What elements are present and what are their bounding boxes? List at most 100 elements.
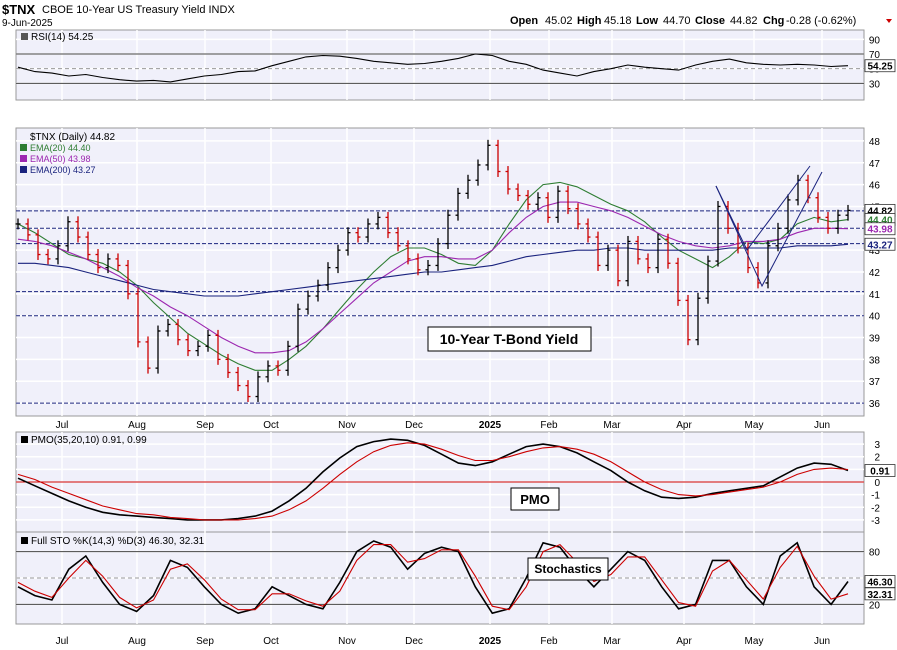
y-tick-label: 0 (874, 478, 880, 489)
pmo-annotation-frame (510, 487, 560, 511)
rsi-legend-text: RSI(14) 54.25 (31, 32, 94, 43)
sto-annotation-frame (527, 557, 609, 581)
ema200-swatch (20, 166, 27, 173)
price-legend-ema50: EMA(50) 43.98 (30, 154, 91, 164)
month-label: Aug (128, 420, 146, 431)
price-legend-close: $TNX (Daily) 44.82 (30, 132, 115, 143)
sto-label: Full STO %K(14,3) %D(3) 46.30, 32.31 (21, 536, 205, 547)
rsi-panel (15, 29, 865, 101)
ohlc-low-value: 44.70 (663, 15, 691, 27)
series-ema20 (17, 181, 849, 371)
chart-date: 9-Jun-2025 (2, 18, 53, 29)
ohlc-chg-value: -0.28 (-0.62%) (786, 15, 856, 27)
month-label-bottom: Feb (540, 636, 558, 647)
price-legend-ema20: EMA(20) 44.40 (30, 143, 91, 153)
axis-labels: Jul Jul Aug Aug Sep Sep Oct Oct Nov Nov Dec Dec 2025… (56, 35, 881, 647)
month-label-bottom: May (745, 636, 764, 647)
rsi-label: RSI(14) 54.25 (21, 32, 94, 43)
value-tag-label: 0.91 (870, 467, 890, 478)
ema50-swatch (20, 155, 27, 162)
month-label-bottom: Dec (405, 636, 423, 647)
moving-averages (17, 181, 849, 371)
series-pmo_signal (17, 442, 849, 521)
month-label: Jun (814, 420, 830, 431)
y-tick-label: 48 (869, 137, 881, 148)
pmo-label: PMO(35,20,10) 0.91, 0.99 (21, 435, 147, 446)
indicator-lines (17, 53, 849, 615)
y-tick-label: 90 (869, 35, 881, 46)
pmo-annotation: PMO (520, 492, 550, 507)
ohlc-open-value: 45.02 (545, 15, 573, 27)
value-tag (864, 587, 896, 601)
pmo-legend-text: PMO(35,20,10) 0.91, 0.99 (31, 435, 147, 446)
value-tag-label: 43.98 (867, 225, 892, 236)
month-label: Nov (338, 420, 356, 431)
sto-legend-text: Full STO %K(14,3) %D(3) 46.30, 32.31 (31, 536, 205, 547)
y-tick-label: 41 (869, 290, 881, 301)
series-sto_d (17, 543, 849, 611)
month-label-bottom: Jun (814, 636, 830, 647)
ohlc-close-label: Close (695, 15, 725, 27)
y-tick-label: 20 (869, 600, 881, 611)
rsi-legend-swatch (21, 33, 28, 40)
y-tick-label: 42 (869, 268, 881, 279)
month-label-bottom: Sep (196, 636, 214, 647)
month-label-bottom: Aug (128, 636, 146, 647)
series-ema50 (17, 201, 849, 354)
value-tag (864, 222, 896, 236)
month-label-bottom: Mar (603, 636, 621, 647)
y-tick-label: 43 (869, 246, 881, 257)
value-tag-label: 44.40 (867, 216, 892, 227)
sto-annotation: Stochastics (534, 562, 602, 576)
value-tag (864, 237, 896, 251)
y-tick-label: 70 (869, 50, 881, 61)
price-legend: $TNX (Daily) 44.82 EMA(20) 44.40 EMA(50)… (20, 132, 115, 175)
month-label: Feb (540, 420, 558, 431)
price-title: 10-Year T-Bond Yield (440, 331, 579, 347)
month-label: Dec (405, 420, 423, 431)
y-tick-label: 80 (869, 548, 881, 559)
value-tag-label: 54.25 (867, 62, 892, 73)
y-tick-label: -1 (871, 491, 880, 502)
y-tick-label: 47 (869, 159, 881, 170)
y-tick-label: 46 (869, 181, 881, 192)
value-tag-label: 43.27 (867, 240, 892, 251)
value-tag-label: 44.82 (867, 206, 892, 217)
month-label: Mar (603, 420, 621, 431)
instrument-name: CBOE 10-Year US Treasury Yield INDX (42, 4, 235, 16)
pmo-annotation-box: PMO (510, 487, 560, 511)
ema20-swatch (20, 144, 27, 151)
trendline-wedge-upper (715, 165, 811, 251)
y-tick-label: 3 (874, 440, 880, 451)
month-label: Apr (676, 420, 692, 431)
chg-down-triangle-icon (886, 19, 892, 23)
pmo-legend-swatch (21, 436, 28, 443)
month-label-bottom: Nov (338, 636, 356, 647)
ohlc-open-label: Open (510, 15, 538, 27)
y-tick-label: -3 (871, 516, 880, 527)
series-sto_k (17, 540, 849, 615)
y-tick-label: 37 (869, 377, 881, 388)
y-tick-label: 40 (869, 312, 881, 323)
month-label: May (745, 420, 764, 431)
month-label-bottom: Apr (676, 636, 692, 647)
y-tick-label: 39 (869, 334, 881, 345)
ohlc-low-label: Low (636, 15, 658, 27)
sto-legend-swatch (21, 537, 28, 544)
y-tick-label: -2 (871, 503, 880, 514)
month-label: Sep (196, 420, 214, 431)
symbol: $TNX (2, 2, 36, 17)
series-pmo_line (17, 438, 849, 521)
month-label-bottom: 2025 (479, 636, 502, 647)
month-label: 2025 (479, 420, 502, 431)
trendline-wedge-lower (715, 171, 823, 288)
reference-lines (16, 53, 864, 605)
value-tag (864, 59, 896, 73)
ohlc-chg-label: Chg (763, 15, 784, 27)
price-title-frame (427, 326, 592, 352)
y-tick-label: 30 (869, 79, 881, 90)
month-label: Oct (263, 420, 279, 431)
price-bars (15, 139, 851, 402)
ohlc-close-value: 44.82 (730, 15, 758, 27)
